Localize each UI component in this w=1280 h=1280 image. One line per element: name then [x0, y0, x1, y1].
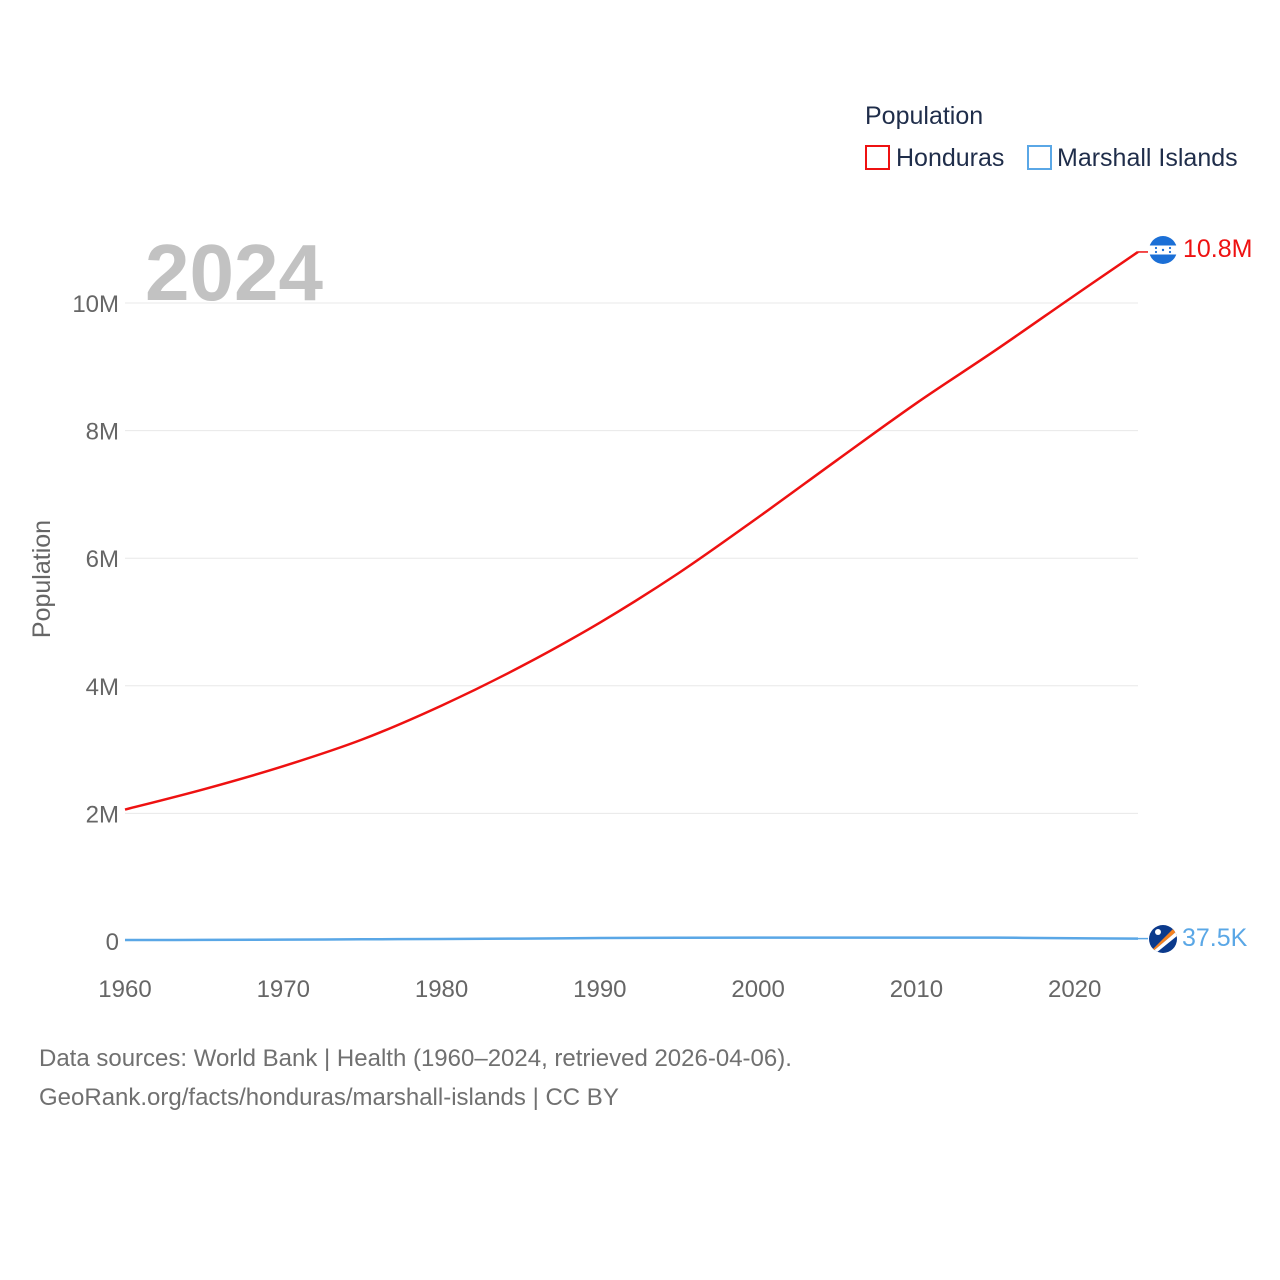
legend-label-honduras: Honduras	[896, 144, 1004, 172]
x-axis-ticks: 1960 1970 1980 1990 2000 2010 2020	[98, 976, 1101, 1003]
y-tick-label: 10M	[72, 291, 119, 318]
legend-title: Population	[865, 102, 983, 130]
x-tick-label: 2000	[731, 976, 784, 1003]
end-label-marshall-islands: 37.5K	[1182, 924, 1248, 952]
end-label-honduras: 10.8M	[1183, 235, 1252, 263]
x-tick-label: 2010	[890, 976, 943, 1003]
marshall-islands-flag-icon	[1149, 925, 1177, 953]
footer-attribution-link[interactable]: GeoRank.org/facts/honduras/marshall-isla…	[39, 1084, 619, 1111]
y-tick-label: 0	[106, 929, 119, 956]
x-tick-label: 1980	[415, 976, 468, 1003]
honduras-flag-icon	[1149, 236, 1177, 264]
y-tick-label: 8M	[86, 419, 119, 446]
series-lines	[124, 250, 1148, 942]
x-tick-label: 1960	[98, 976, 151, 1003]
y-axis-ticks: 0 2M 4M 6M 8M 10M	[72, 291, 119, 956]
legend: Population Honduras Marshall Islands	[865, 102, 1238, 172]
legend-item-marshall-islands[interactable]: Marshall Islands	[1027, 144, 1238, 172]
footer-source-text: Data sources: World Bank | Health (1960–…	[39, 1045, 792, 1072]
x-tick-label: 1970	[257, 976, 310, 1003]
series-line-honduras[interactable]	[124, 250, 1139, 811]
legend-swatch-marshall-islands	[1027, 145, 1052, 170]
y-tick-label: 2M	[86, 801, 119, 828]
grid-lines	[125, 302, 1138, 814]
series-line-marshall-islands[interactable]	[124, 936, 1139, 942]
legend-label-marshall-islands: Marshall Islands	[1057, 144, 1238, 172]
y-tick-label: 4M	[86, 674, 119, 701]
legend-swatch-honduras	[865, 145, 890, 170]
legend-item-honduras[interactable]: Honduras	[865, 144, 1004, 172]
current-year-label: 2024	[145, 228, 323, 317]
y-axis-label: Population	[28, 520, 56, 638]
x-tick-label: 1990	[573, 976, 626, 1003]
y-tick-label: 6M	[86, 546, 119, 573]
x-tick-label: 2020	[1048, 976, 1101, 1003]
